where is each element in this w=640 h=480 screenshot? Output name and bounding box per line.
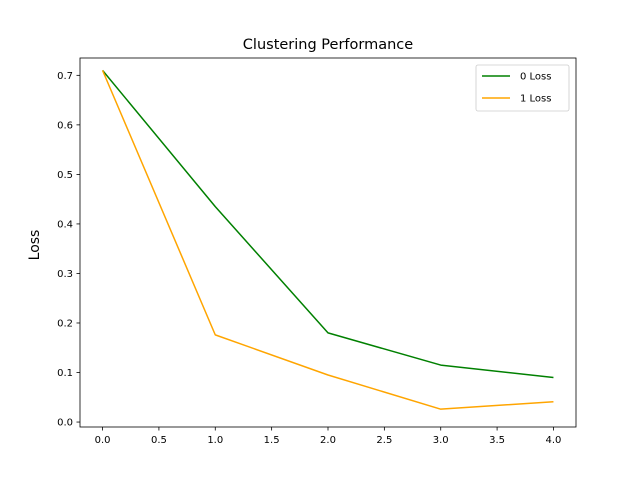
x-tick-label: 3.0 [433, 435, 449, 446]
legend-label-1: 1 Loss [520, 94, 551, 105]
x-tick-label: 2.0 [320, 435, 336, 446]
x-tick-label: 0.0 [95, 435, 111, 446]
x-tick-label: 2.5 [376, 435, 392, 446]
y-tick-label: 0.4 [57, 219, 73, 230]
y-tick-label: 0.6 [57, 120, 73, 131]
x-tick-label: 1.0 [207, 435, 223, 446]
chart-title: Clustering Performance [243, 37, 413, 53]
series-line-0 [101, 69, 554, 379]
y-tick-label: 0.2 [57, 318, 73, 329]
legend: 0 Loss 1 Loss [475, 64, 570, 112]
y-axis-label: Loss [27, 230, 43, 261]
y-tick-label: 0.3 [57, 269, 73, 280]
y-tick-label: 0.5 [57, 170, 73, 181]
series-line-1 [101, 70, 554, 410]
x-tick-label: 0.5 [151, 435, 167, 446]
plot-area: 0.0 0.5 1.0 1.5 2.0 2.5 3.0 3.5 4.0 0.0 0.1 0.2 0.3 0… [57, 57, 577, 446]
y-tick-label: 0.0 [57, 418, 73, 429]
x-tick-label: 3.5 [489, 435, 505, 446]
y-tick-label: 0.1 [57, 368, 73, 379]
x-tick-label: 1.5 [264, 435, 280, 446]
legend-label-0: 0 Loss [520, 72, 551, 83]
x-tick-label: 4.0 [546, 435, 562, 446]
y-tick-label: 0.7 [57, 71, 73, 82]
